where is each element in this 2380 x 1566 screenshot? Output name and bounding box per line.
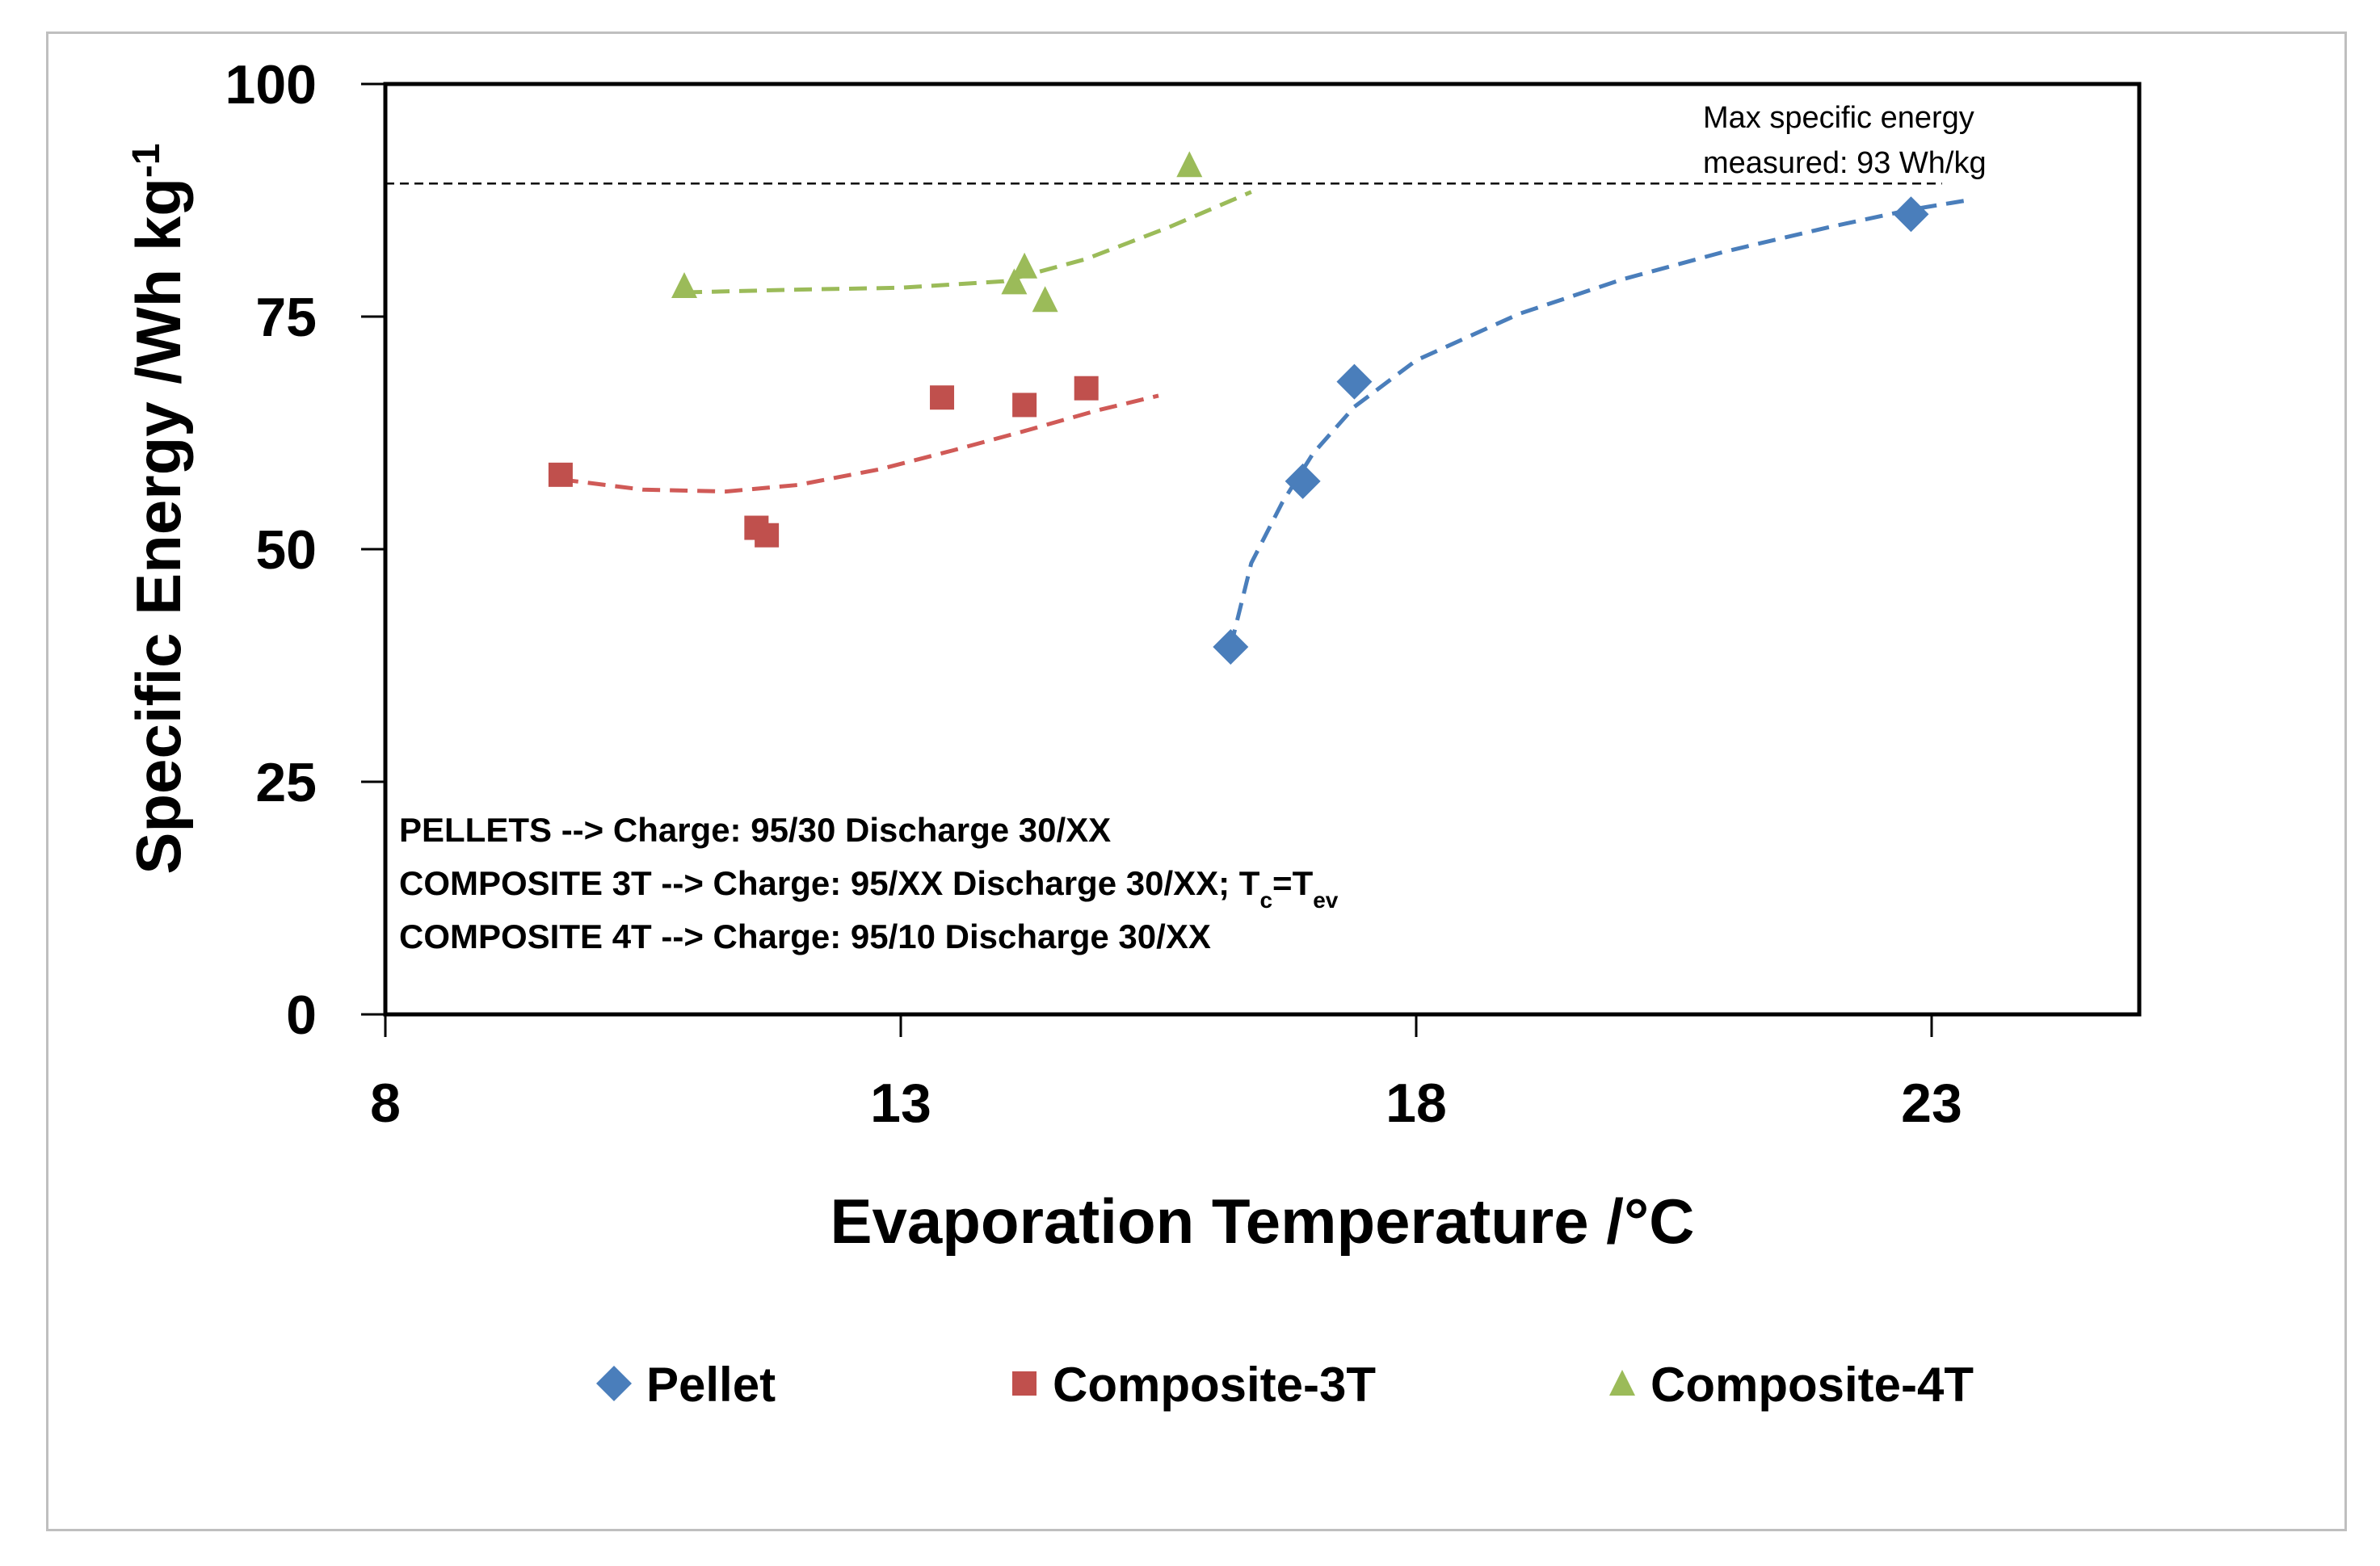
reference-line-group: Max specific energy measured: 93 Wh/kg	[385, 101, 1987, 185]
data-point-composite-4t	[1032, 286, 1058, 313]
max-energy-label: Max specific energy	[1703, 101, 1974, 135]
data-point-composite-3t	[548, 462, 573, 487]
max-energy-label: measured: 93 Wh/kg	[1703, 146, 1987, 180]
data-point-pellet	[1336, 363, 1373, 400]
annotation-line: COMPOSITE 4T --> Charge: 95/10 Discharge…	[399, 917, 1211, 955]
x-tick-label: 13	[870, 1073, 931, 1134]
data-points	[548, 151, 1929, 665]
y-axis-title: Specific Energy /Wh kg-1	[123, 143, 194, 874]
trend-lines	[560, 190, 1974, 648]
data-point-composite-3t	[755, 523, 780, 548]
x-tick-label: 8	[370, 1073, 401, 1134]
annotations: PELLETS --> Charge: 95/30 Discharge 30/X…	[399, 811, 1339, 955]
y-tick-label: 100	[225, 54, 317, 115]
legend-label-composite-4t: Composite-4T	[1650, 1358, 1974, 1412]
data-point-composite-3t	[930, 385, 955, 410]
legend-marker-composite-3t	[1012, 1371, 1037, 1396]
axes: 0 25 50 75 100 8 13 18 23 Evaporation Temperature…	[123, 54, 1962, 1257]
legend-marker-pellet	[596, 1366, 632, 1401]
data-point-composite-4t	[671, 271, 698, 298]
trend-line-composite-4t	[683, 190, 1252, 295]
legend-label-pellet: Pellet	[646, 1358, 776, 1412]
annotation-text: =T	[1272, 864, 1314, 902]
y-tick-label: 75	[255, 287, 317, 348]
legend: Pellet Composite-3T Composite-4T	[596, 1358, 1974, 1412]
annotation-line: COMPOSITE 3T --> Charge: 95/XX Discharge…	[399, 864, 1339, 913]
y-tick-label: 0	[286, 985, 317, 1046]
chart-frame	[46, 31, 2347, 1531]
legend-marker-composite-4t	[1609, 1370, 1635, 1396]
data-point-composite-3t	[1012, 393, 1037, 418]
data-point-pellet	[1285, 463, 1321, 499]
data-point-pellet	[1893, 196, 1929, 233]
data-point-composite-4t	[1001, 268, 1028, 295]
x-axis-title: Evaporation Temperature /°C	[830, 1186, 1695, 1257]
trend-line-composite-3t	[560, 393, 1159, 494]
y-tick-label: 25	[255, 752, 317, 813]
trend-line-pellet	[1228, 197, 1974, 648]
data-point-pellet	[1213, 628, 1249, 665]
data-point-composite-4t	[1011, 252, 1038, 279]
y-tick-label: 50	[255, 519, 317, 581]
annotation-line: PELLETS --> Charge: 95/30 Discharge 30/X…	[399, 811, 1111, 849]
data-point-composite-3t	[1074, 376, 1099, 401]
x-tick-label: 18	[1386, 1073, 1447, 1134]
x-tick-label: 23	[1901, 1073, 1962, 1134]
annotation-subscript: ev	[1313, 888, 1339, 913]
y-axis-title-superscript: -1	[125, 143, 168, 178]
data-point-composite-4t	[1176, 151, 1203, 178]
legend-label-composite-3t: Composite-3T	[1053, 1358, 1376, 1412]
annotation-subscript: c	[1259, 888, 1272, 913]
